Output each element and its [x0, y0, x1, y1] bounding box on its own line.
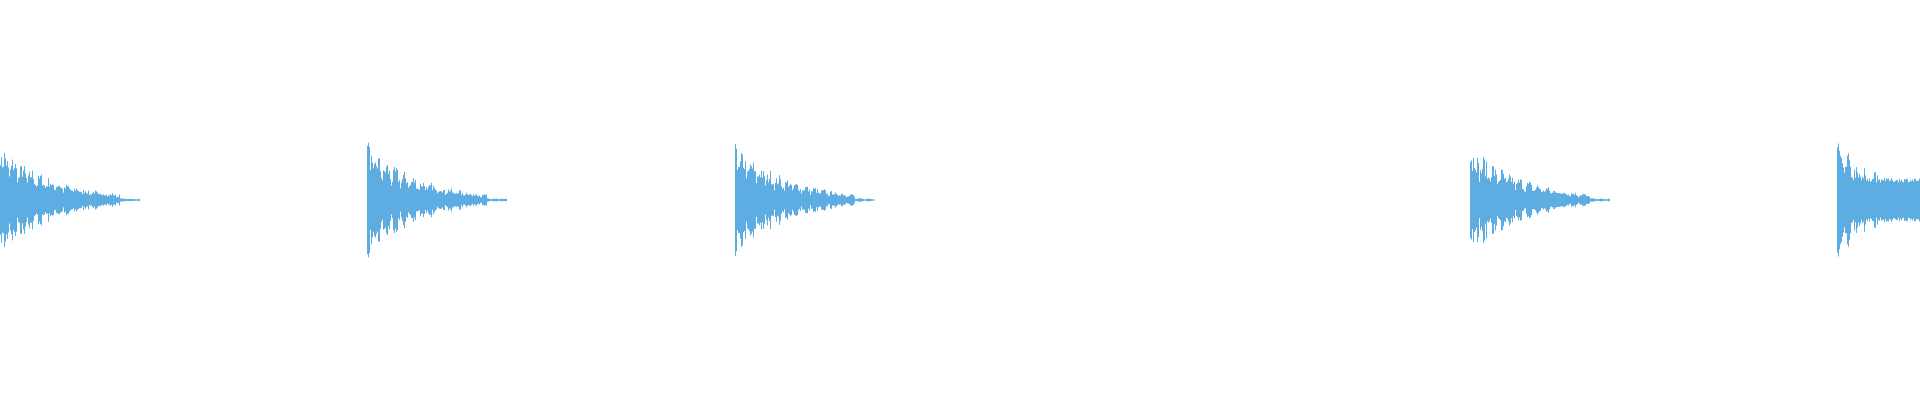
waveform-clip-2[interactable] — [367, 142, 507, 258]
waveform-clip-5[interactable] — [1837, 143, 1920, 257]
waveform-clip-3[interactable] — [735, 144, 875, 256]
waveform-clip-1[interactable] — [0, 153, 140, 247]
waveform-clip-4[interactable] — [1470, 157, 1610, 243]
